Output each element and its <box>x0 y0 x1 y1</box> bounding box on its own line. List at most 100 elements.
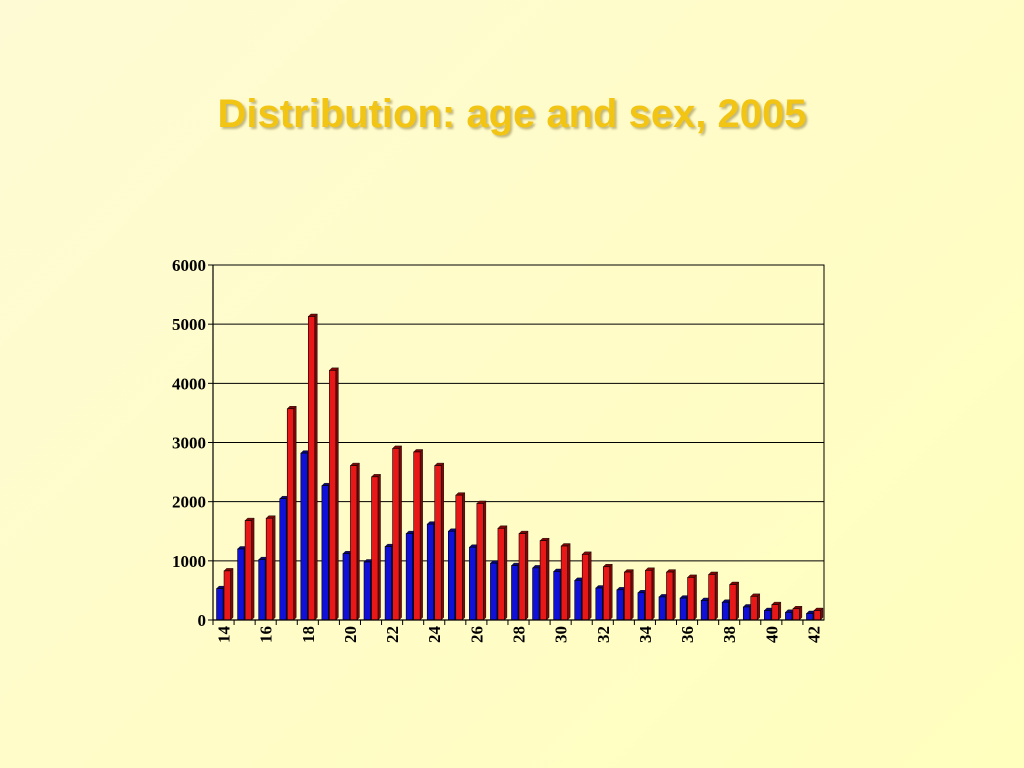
bar-front-face <box>624 571 632 621</box>
series-2-bar <box>560 543 571 621</box>
bar-side-face <box>609 563 613 621</box>
bar-front-face <box>455 494 463 621</box>
bar-side-face <box>778 601 782 621</box>
bar-front-face <box>518 533 526 621</box>
x-tick-label: 24 <box>425 626 444 644</box>
bar-front-face <box>279 498 287 621</box>
y-tick-label: 6000 <box>172 256 206 275</box>
series-2-bar <box>708 571 719 621</box>
bar-side-face <box>525 530 529 621</box>
series-2-bar <box>602 563 613 621</box>
bar-front-face <box>771 604 779 621</box>
series-2-bar <box>771 601 782 621</box>
bar-side-face <box>293 405 297 621</box>
x-tick-label: 14 <box>215 626 234 644</box>
bar-side-face <box>398 445 402 621</box>
series-2-bar <box>392 445 403 621</box>
bar-front-face <box>350 465 358 621</box>
bar-front-face <box>539 540 547 621</box>
bar-side-face <box>335 367 339 621</box>
bar-side-face <box>251 517 255 621</box>
bar-front-face <box>813 610 821 621</box>
bar-front-face <box>329 370 337 621</box>
bar-front-face <box>413 451 421 621</box>
bar-side-face <box>693 574 697 621</box>
bar-side-face <box>462 492 465 621</box>
y-tick-label: 3000 <box>172 434 206 453</box>
bar-front-face <box>476 503 484 621</box>
bar-front-face <box>223 570 231 621</box>
bar-front-face <box>764 610 772 621</box>
bars <box>216 313 824 621</box>
x-tick-label: 34 <box>636 626 655 644</box>
bar-side-face <box>735 581 739 621</box>
bar-front-face <box>258 559 266 621</box>
x-tick-label: 18 <box>299 626 318 643</box>
bar-front-face <box>553 571 561 621</box>
x-tick-label: 20 <box>341 626 360 643</box>
bar-front-face <box>426 523 435 621</box>
bar-side-face <box>230 567 234 621</box>
series-2-bar <box>518 530 529 621</box>
bar-front-face <box>574 580 582 621</box>
bar-front-face <box>637 592 645 621</box>
bar-side-face <box>377 473 381 621</box>
bar-front-face <box>792 608 800 621</box>
bar-front-face <box>308 316 316 621</box>
series-2-bar <box>665 569 676 621</box>
x-tick-label: 16 <box>257 626 276 643</box>
bar-side-face <box>567 543 571 621</box>
y-tick-label: 2000 <box>172 493 206 512</box>
bar-side-face <box>757 593 760 621</box>
bar-side-face <box>504 525 508 621</box>
bar-front-face <box>708 574 716 621</box>
bar-front-face <box>237 548 245 621</box>
series-2-bar <box>623 569 634 621</box>
bar-side-face <box>651 567 655 621</box>
bar-front-face <box>602 566 611 621</box>
series-2-bar <box>244 517 255 621</box>
bar-front-face <box>729 584 737 621</box>
series-2-bar <box>371 473 382 621</box>
bar-side-face <box>483 500 487 621</box>
series-2-bar <box>328 367 339 621</box>
x-tick-label: 42 <box>804 626 823 643</box>
x-tick-label: 28 <box>510 626 529 643</box>
x-tick-label: 38 <box>720 626 739 643</box>
x-tick-label: 30 <box>552 626 571 643</box>
bar-front-face <box>658 596 666 621</box>
series-2-bar <box>813 607 824 621</box>
bar-side-face <box>714 571 718 621</box>
bar-front-face <box>687 577 695 621</box>
bar-side-face <box>546 537 550 621</box>
bar-side-face <box>356 462 360 621</box>
bar-front-face <box>532 567 540 621</box>
y-tick-label: 4000 <box>172 374 206 393</box>
y-tick-label: 0 <box>198 611 207 630</box>
series-2-bar <box>497 525 508 621</box>
x-tick-label: 40 <box>762 626 781 643</box>
bar-front-face <box>469 546 477 621</box>
series-2-bar <box>223 567 234 621</box>
series-2-bar <box>581 551 592 621</box>
x-tick-label: 32 <box>594 626 613 643</box>
bar-side-face <box>419 448 423 621</box>
axes: 0 1000 2000 3000 4000 5000 6000 14 16 18 20 22 24 26 2… <box>172 256 824 643</box>
series-2-bar <box>792 605 803 621</box>
series-2-bar <box>265 515 276 621</box>
bar-front-face <box>700 600 708 621</box>
bar-front-face <box>216 588 224 621</box>
bar-front-face <box>750 596 758 621</box>
bar-front-face <box>321 485 329 621</box>
series-2-bar <box>644 567 655 621</box>
bar-front-face <box>265 517 273 621</box>
series-2-bar <box>286 405 297 621</box>
bar-front-face <box>560 545 568 621</box>
series-2-bar <box>455 492 466 621</box>
series-2-bar <box>750 593 761 621</box>
bar-front-face <box>447 530 456 621</box>
y-tick-label: 1000 <box>172 552 206 571</box>
bar-front-face <box>721 601 729 621</box>
series-2-bar <box>413 448 424 621</box>
